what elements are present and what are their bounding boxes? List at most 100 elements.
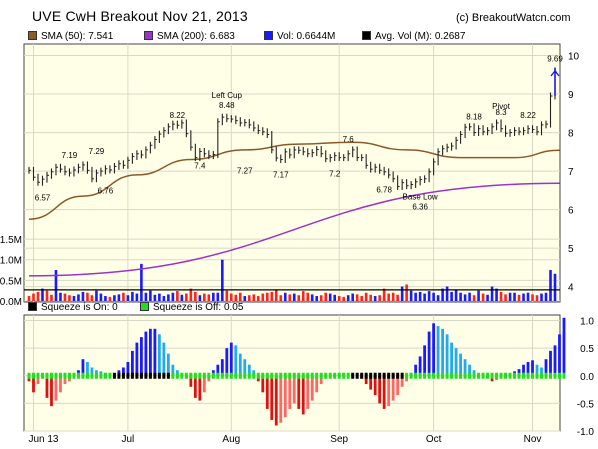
momentum-bar — [504, 374, 507, 376]
momentum-bar — [144, 331, 148, 376]
month-tick-label: Oct — [426, 434, 442, 445]
volume-bar — [238, 292, 242, 301]
momentum-bar — [216, 364, 220, 376]
squeeze-dot — [94, 372, 98, 379]
squeeze-dot — [522, 372, 526, 379]
squeeze-dot — [40, 372, 44, 379]
volume-bar — [252, 294, 256, 301]
squeeze-dot — [157, 372, 161, 379]
volume-bar — [36, 291, 40, 301]
squeeze-dot — [135, 372, 139, 379]
momentum-bar — [391, 375, 395, 401]
squeeze-dot — [139, 372, 143, 379]
legend-sma200: SMA (200): 6.683 — [144, 30, 235, 43]
squeeze-dot — [283, 372, 287, 379]
volume-bar — [131, 291, 134, 301]
momentum-bar — [463, 359, 467, 376]
momentum-bar — [364, 375, 368, 385]
squeeze-dot — [432, 372, 436, 379]
squeeze-dot — [229, 372, 233, 379]
volume-tick-label: 0.5M — [0, 276, 22, 287]
momentum-bar — [369, 375, 373, 390]
annotation-label: Left Cup — [212, 91, 243, 100]
momentum-bar — [360, 375, 364, 379]
squeeze-dot — [238, 372, 242, 379]
squeeze-dot — [477, 372, 481, 379]
legend-volume: Vol: 0.6644M — [264, 30, 335, 43]
annotation-price: 9.69 — [547, 54, 563, 63]
squeeze-panel-bg — [23, 314, 561, 432]
price-tick-label: 8 — [568, 129, 574, 140]
volume-bar — [99, 293, 103, 301]
squeeze-dot — [355, 372, 359, 379]
momentum-bar — [508, 373, 512, 376]
volume-bar — [95, 290, 98, 301]
momentum-bar — [193, 375, 197, 398]
volume-bar — [301, 291, 305, 301]
axis-labels: 4 5 6 7 8 9 10 0.0M 0.5M 1.0M 1.5M -1.0 -0.5 0.0 0.5 1.… — [0, 52, 594, 445]
squeeze-dot — [67, 372, 71, 379]
momentum-bar — [113, 373, 116, 376]
momentum-bar — [238, 353, 242, 376]
squeeze-dot — [171, 372, 175, 379]
volume-bar — [468, 292, 471, 301]
momentum-bar — [198, 375, 202, 401]
squeeze-dot — [297, 372, 301, 379]
volume-bar — [531, 294, 534, 301]
squeeze-dot — [31, 372, 35, 379]
squeeze-dot — [166, 372, 170, 379]
volume-bar — [270, 291, 274, 301]
volume-bar — [526, 292, 530, 301]
squeeze-dot — [324, 372, 328, 379]
momentum-bar — [50, 375, 53, 407]
volume-bar — [391, 292, 395, 301]
momentum-bar — [162, 342, 166, 376]
momentum-bar — [333, 374, 337, 376]
momentum-bar — [247, 364, 251, 376]
squeeze-dot — [108, 372, 112, 379]
price-legend: SMA (50): 7.541 SMA (200): 6.683 Vol: 0.… — [24, 30, 560, 43]
squeeze-dot — [153, 372, 157, 379]
annotation-price: 7.27 — [237, 167, 253, 176]
squeeze-dot — [472, 372, 476, 379]
annotation-price: 8.22 — [170, 111, 186, 120]
annotation-price: 7.2 — [329, 169, 341, 178]
squeeze-dot — [54, 372, 58, 379]
volume-bars — [27, 259, 557, 301]
legend-label: Squeeze is On: 0 — [41, 302, 118, 313]
volume-bar — [324, 292, 328, 301]
price-panel-bg — [23, 43, 561, 303]
squeeze-dot — [490, 372, 494, 379]
momentum-bar — [261, 375, 265, 393]
squeeze-legend: Squeeze is On: 0 Squeeze is Off: 0.05 — [24, 301, 560, 314]
squeeze-dot — [175, 372, 179, 379]
annotation-price: 8.48 — [219, 101, 235, 110]
squeeze-dot — [207, 372, 211, 379]
squeeze-dot — [274, 372, 278, 379]
squeeze-dot — [333, 372, 337, 379]
squeeze-dot — [513, 372, 517, 379]
momentum-bar — [562, 317, 566, 376]
momentum-bar — [207, 375, 211, 382]
momentum-bar — [418, 356, 422, 376]
squeeze-dot — [481, 372, 485, 379]
momentum-bar — [202, 375, 206, 393]
momentum-bar — [90, 367, 94, 376]
momentum-bar — [436, 326, 440, 376]
momentum-bar — [517, 369, 521, 376]
squeeze-dot — [351, 372, 355, 379]
price-tick-label: 7 — [568, 167, 574, 178]
volume-bar — [117, 294, 121, 301]
squeeze-dot — [346, 372, 350, 379]
volume-bar — [553, 273, 557, 301]
squeeze-dot — [454, 372, 458, 379]
squeeze-dot — [198, 372, 202, 379]
squeeze-dot — [144, 372, 148, 379]
squeeze-dot — [247, 372, 251, 379]
momentum-bar — [77, 370, 80, 376]
annotation-price: 6.57 — [35, 194, 51, 203]
squeeze-dot — [544, 372, 548, 379]
legend-label: SMA (200): 6.683 — [157, 31, 235, 42]
